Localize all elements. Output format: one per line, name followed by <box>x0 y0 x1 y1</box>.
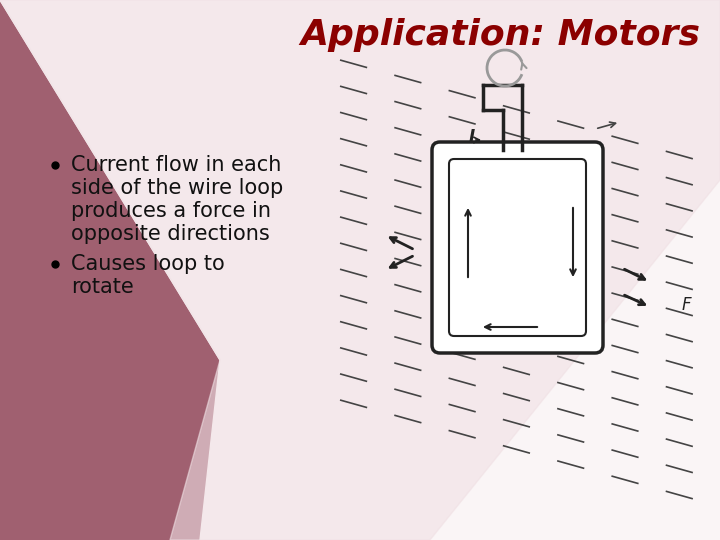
Text: Current flow in each: Current flow in each <box>71 155 282 175</box>
Text: I: I <box>469 128 475 146</box>
Text: opposite directions: opposite directions <box>71 224 270 244</box>
Text: F: F <box>682 296 692 314</box>
Polygon shape <box>0 0 220 540</box>
Polygon shape <box>0 0 350 360</box>
Text: side of the wire loop: side of the wire loop <box>71 178 283 198</box>
Text: produces a force in: produces a force in <box>71 201 271 221</box>
FancyBboxPatch shape <box>432 142 603 353</box>
Polygon shape <box>0 0 720 260</box>
Text: rotate: rotate <box>71 277 134 297</box>
Text: Application: Motors: Application: Motors <box>300 18 700 52</box>
FancyBboxPatch shape <box>449 159 586 336</box>
Text: Causes loop to: Causes loop to <box>71 254 225 274</box>
